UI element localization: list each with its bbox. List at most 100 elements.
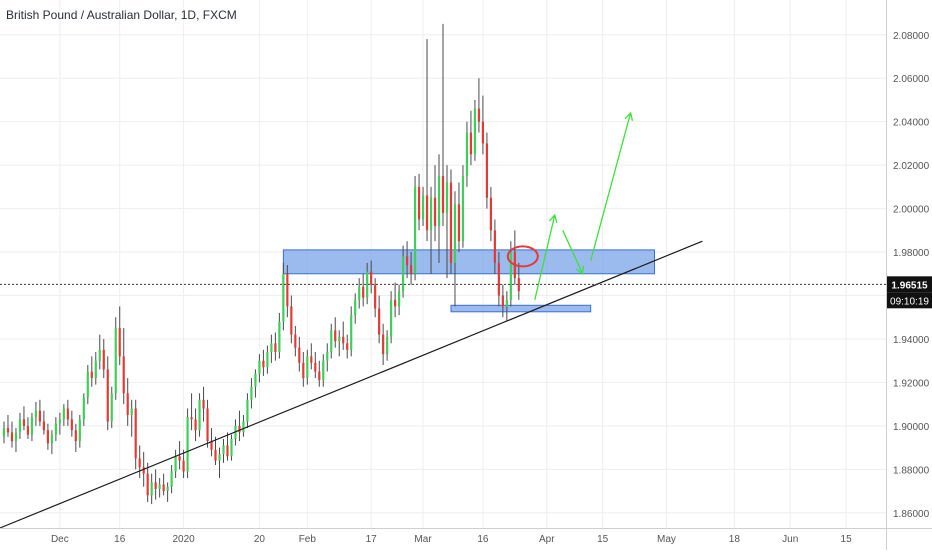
candle [457,182,461,253]
candle-body-bear [493,230,496,263]
time-tick-label: 16 [477,534,489,545]
candle [330,323,333,359]
candle-body-bull [186,417,189,472]
candle-body-bear [226,445,229,457]
candle [461,165,465,248]
candle-body-bear [382,334,385,355]
arrow-head [575,265,584,276]
candle [429,186,433,274]
time-tick-label: 16 [114,534,126,545]
last-price-label-bg [887,276,932,293]
candle [226,432,229,461]
candle-body-bull [398,291,401,307]
candle [218,447,221,479]
candle-body-bear [262,360,265,368]
candle-body-bear [214,449,217,461]
candle-body-bear [42,421,45,431]
candle-body-bear [346,343,349,350]
candle [374,278,377,318]
projection-arrow [562,230,584,276]
candle-body-bull [98,349,101,361]
candle [38,399,42,426]
candle-body-bear [10,432,14,442]
candle-body-bull [2,428,6,437]
candle [481,95,485,155]
time-tick-label: 18 [729,534,741,545]
candle [114,317,117,400]
candle [150,473,153,505]
candle [186,408,189,479]
candle [465,121,469,187]
time-tick-label: Mar [414,534,432,545]
price-tick-label: 2.06000 [893,74,930,85]
candle [386,330,389,361]
candle [489,186,492,242]
candle [449,169,453,274]
candle-body-bear [409,265,413,274]
candle-body-bull [130,408,133,416]
candle-body-bear [378,308,381,335]
time-tick-label: Dec [51,534,69,545]
candle-body-bear [118,328,121,357]
candle-body-bear [501,295,504,307]
time-tick-label: 2020 [172,534,195,545]
candle-body-bull [18,419,22,433]
arrow-head [624,111,634,121]
candle [425,39,429,242]
candle [250,378,253,409]
candle-body-bear [138,458,141,468]
time-tick-label: May [657,534,676,545]
candle [26,417,30,439]
candle [509,241,512,307]
candle-body-bear [286,273,289,307]
candle [318,360,321,387]
candle-body-bear [38,410,42,422]
candle [497,252,500,307]
candle [493,219,496,274]
arrow-shaft [562,230,584,275]
candle [6,415,10,437]
candle-body-bull [270,343,273,352]
candle [342,321,345,350]
candle-body-bull [509,252,512,300]
candle [501,284,504,318]
candle-body-bull [110,393,113,422]
candle-body-bull [150,482,153,496]
candle [274,332,277,361]
candle-body-bull [54,423,57,435]
candle-body-bull [254,373,257,387]
candle [214,436,217,465]
projection-arrow [590,111,634,261]
candle-body-bear [74,430,77,442]
candle-body-bear [517,278,520,292]
candle-body-bull [282,273,285,322]
candle-body-bull [198,399,201,431]
candle [382,323,385,366]
candle-body-bull [242,421,245,433]
price-tick-label: 1.90000 [893,422,930,433]
candle [477,78,481,133]
candle [74,423,77,452]
candle-body-bull [14,432,18,442]
candle-body-bull [437,176,441,226]
candle [190,393,193,431]
candle [278,312,281,359]
candle [298,336,301,372]
candle [54,417,57,442]
candle-body-bear [70,419,73,431]
candle-body-bull [354,299,357,316]
candle-body-bear [489,197,492,231]
candle-body-bull [30,417,34,435]
projection-arrow [534,213,558,301]
candle [445,165,449,279]
candle [206,399,209,448]
candle-body-bear [457,204,461,242]
time-tick-label: 20 [254,534,266,545]
candle-body-bull [461,176,465,242]
candle-body-bull [58,419,61,424]
candle-body-bull [170,471,173,487]
candle [390,291,393,344]
time-tick-label: 15 [597,534,609,545]
